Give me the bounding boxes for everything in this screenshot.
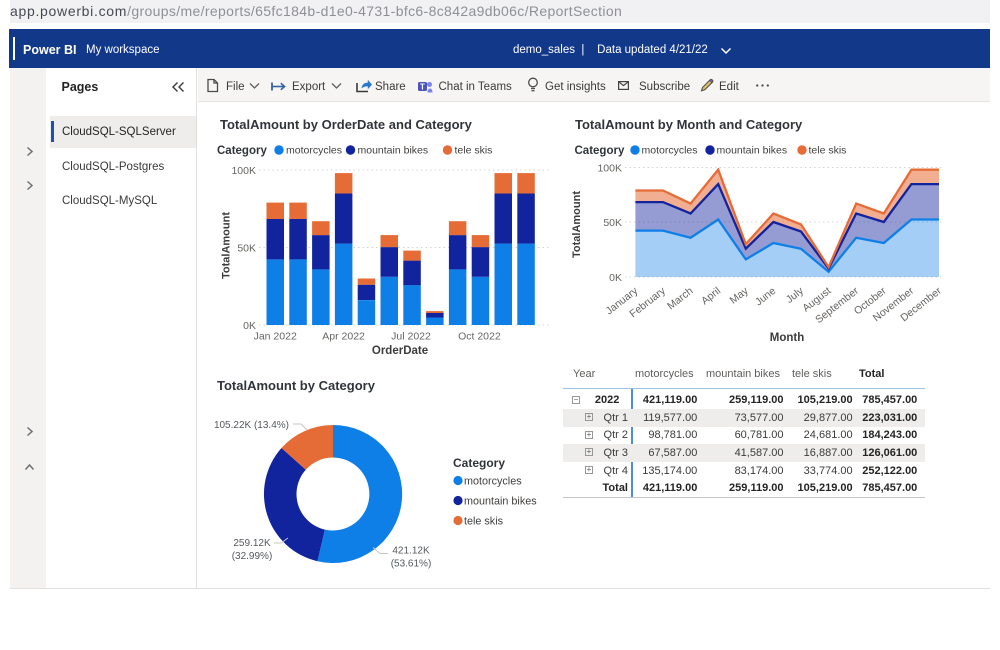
svg-text:Oct 2022: Oct 2022 [458, 331, 501, 343]
svg-text:Jan 2022: Jan 2022 [254, 331, 297, 343]
svg-text:OrderDate: OrderDate [372, 345, 428, 357]
svg-text:April: April [699, 285, 723, 307]
svg-text:100K: 100K [597, 163, 622, 175]
svg-text:0K: 0K [609, 272, 622, 284]
svg-text:May: May [728, 284, 752, 306]
svg-text:100K: 100K [231, 165, 256, 177]
svg-text:T: T [420, 82, 425, 91]
svg-text:TotalAmount: TotalAmount [221, 212, 233, 279]
svg-text:0K: 0K [243, 320, 256, 332]
svg-text:tele skis: tele skis [455, 145, 493, 157]
svg-text:tele skis: tele skis [464, 516, 504, 528]
svg-text:(53.61%): (53.61%) [391, 559, 432, 570]
svg-text:motorcycles: motorcycles [286, 145, 342, 157]
svg-text:Month: Month [770, 332, 804, 344]
svg-text:TotalAmount: TotalAmount [571, 191, 583, 258]
svg-text:mountain bikes: mountain bikes [717, 145, 788, 157]
svg-text:mountain bikes: mountain bikes [464, 496, 537, 508]
svg-text:motorcycles: motorcycles [642, 145, 698, 157]
svg-text:421.12K: 421.12K [392, 546, 430, 557]
svg-text:TotalAmount by Month and Categ: TotalAmount by Month and Category [575, 117, 803, 132]
svg-text:Category: Category [575, 145, 625, 157]
svg-text:(32.99%): (32.99%) [232, 551, 273, 562]
svg-text:June: June [753, 285, 778, 309]
svg-text:Apr 2022: Apr 2022 [322, 331, 365, 343]
svg-text:Category: Category [217, 145, 267, 157]
svg-text:259.12K: 259.12K [233, 538, 271, 549]
svg-text:105.22K (13.4%): 105.22K (13.4%) [214, 420, 289, 431]
svg-text:50K: 50K [603, 217, 622, 229]
svg-text:Category: Category [453, 456, 505, 470]
svg-text:tele skis: tele skis [809, 145, 847, 157]
svg-text:March: March [665, 285, 696, 313]
svg-text:mountain bikes: mountain bikes [358, 145, 429, 157]
svg-text:50K: 50K [237, 243, 256, 255]
svg-text:TotalAmount by Category: TotalAmount by Category [217, 378, 376, 393]
svg-text:TotalAmount by OrderDate and C: TotalAmount by OrderDate and Category [220, 117, 473, 132]
svg-text:Jul 2022: Jul 2022 [391, 331, 431, 343]
svg-text:motorcycles: motorcycles [464, 476, 522, 488]
